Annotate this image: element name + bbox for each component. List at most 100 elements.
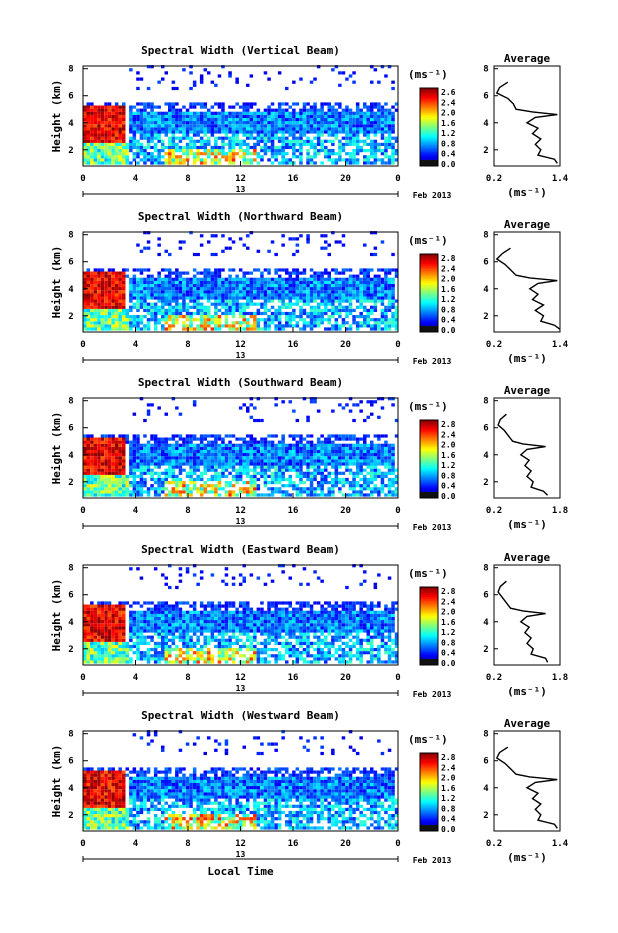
heatmap-cell [257,493,261,496]
heatmap-cell [154,303,158,306]
heatmap-cell [384,102,388,105]
heatmap-cell [264,296,268,299]
heatmap-cell [285,462,289,465]
heatmap-cell [257,441,261,444]
heatmap-cell [90,645,94,648]
heatmap-cell [207,272,211,275]
heatmap-cell [165,161,169,164]
heatmap-cell [278,462,282,465]
heatmap-cell [267,121,271,124]
heatmap-cell [200,490,204,493]
heatmap-cell [320,161,324,164]
heatmap-cell [157,318,161,321]
heatmap-cell [352,493,356,496]
heatmap-cell [253,493,257,496]
heatmap-cell [214,112,218,115]
heatmap-cell [391,87,395,90]
heatmap-cell [136,130,140,133]
heatmap-cell [264,321,268,324]
heatmap-cell [391,124,395,127]
heatmap-cell [264,484,268,487]
colorbar-segment [420,455,438,457]
heatmap-cell [140,272,144,275]
heatmap-cell [278,102,282,105]
heatmap-cell [303,475,307,478]
heatmap-cell [292,152,296,155]
heatmap-cell [126,275,130,278]
heatmap-cell [264,481,268,484]
heatmap-cell [367,450,371,453]
heatmap-cell [200,102,204,105]
heatmap-cell [136,284,140,287]
heatmap-cell [317,466,321,469]
heatmap-cell [352,481,356,484]
heatmap-cell [335,327,339,330]
heatmap-cell [214,434,218,437]
colorbar-segment [420,320,438,322]
heatmap-cell [370,155,374,158]
heatmap-cell [179,290,183,293]
heatmap-cell [101,617,105,620]
heatmap-cell [232,293,236,296]
heatmap-cell [90,475,94,478]
heatmap-cell [359,303,363,306]
heatmap-cell [363,447,367,450]
heatmap-cell [299,438,303,441]
colorbar-segment [420,295,438,297]
heatmap-cell [161,478,165,481]
heatmap-cell [338,240,342,243]
heatmap-cell [278,290,282,293]
heatmap-cell [331,152,335,155]
heatmap-cell [111,450,115,453]
heatmap-cell [289,303,293,306]
heatmap-cell [108,161,112,164]
heatmap-cell [196,112,200,115]
heatmap-cell [94,626,98,629]
heatmap-cell [367,118,371,121]
heatmap-cell [243,161,247,164]
heatmap-cell [306,416,310,419]
heatmap-cell [175,444,179,447]
heatmap-cell [175,130,179,133]
heatmap-cell [165,321,169,324]
heatmap-cell [186,155,190,158]
heatmap-cell [204,281,208,284]
heatmap-cell [172,140,176,143]
heatmap-cell [168,318,172,321]
heatmap-cell [108,143,112,146]
heatmap-cell [150,315,154,318]
heatmap-cell [384,284,388,287]
heatmap-cell [196,124,200,127]
heatmap-cell [246,143,250,146]
heatmap-cell [377,416,381,419]
panel-title: Spectral Width (Northward Beam) [138,210,343,223]
heatmap-cell [246,441,250,444]
heatmap-cell [363,321,367,324]
heatmap-cell [97,106,101,109]
heatmap-cell [101,155,105,158]
heatmap-cell [267,475,271,478]
heatmap-cell [118,493,122,496]
heatmap-cell [292,278,296,281]
heatmap-cell [278,447,282,450]
heatmap-cell [101,608,105,611]
heatmap-cell [140,318,144,321]
heatmap-cell [243,272,247,275]
colorbar-segment [420,119,438,121]
heatmap-cell [118,459,122,462]
heatmap-cell [200,74,204,77]
heatmap-cell [281,434,285,437]
heatmap-cell [186,146,190,149]
heatmap-cell [90,293,94,296]
heatmap-cell [101,645,105,648]
heatmap-cell [313,130,317,133]
heatmap-cell [122,318,126,321]
heatmap-cell [122,478,126,481]
heatmap-cell [320,469,324,472]
heatmap-cell [126,490,130,493]
heatmap-cell [381,462,385,465]
heatmap-cell [189,87,193,90]
heatmap-cell [356,121,360,124]
heatmap-cell [111,130,115,133]
heatmap-cell [228,290,232,293]
